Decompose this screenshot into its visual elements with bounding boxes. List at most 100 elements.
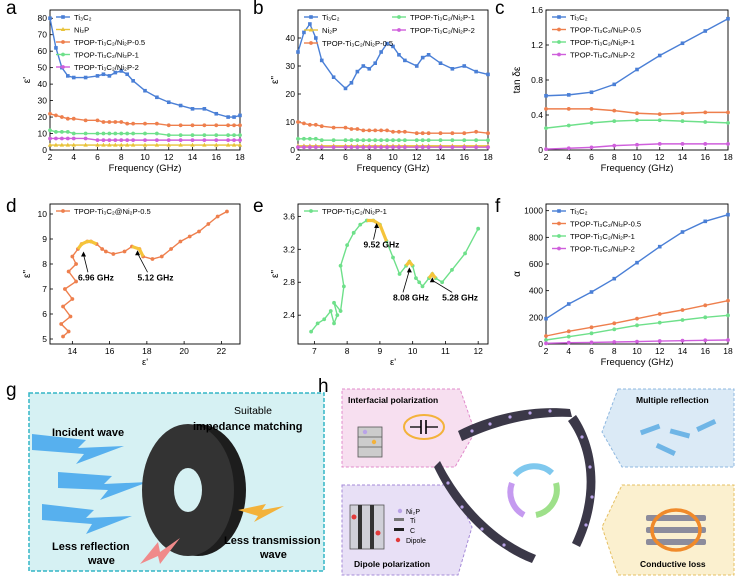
chart-e-series-1-line [366,218,388,242]
chart-a-series-2-point [107,120,112,124]
chart-a-series-0-point [226,115,230,119]
chart-a-xtick-label: 8 [119,152,124,162]
chart-c-legend-label: TPOP-Ti₃C₂/Ni₂P-0.5 [570,26,641,35]
chart-c-series-0-point [612,82,617,87]
absorber-ring-icon [142,424,246,556]
chart-f-series-2-point [703,315,708,320]
chart-a-series-2-point [214,123,219,128]
chart-a-ytick-label: 80 [38,13,48,23]
chart-a-series-0-point [66,74,70,78]
chart-c-legend-marker [557,52,561,57]
schematic-h: Ni₂P Ti C Dipole Interfacial polarizatio… [341,388,735,576]
chart-c-series-2-point [680,119,685,124]
chart-b-series-2-point [343,125,348,130]
chart-f-ytick-label: 0 [538,339,543,349]
panel-letter-b: b [253,0,264,19]
chart-a-series-1-point [237,142,243,147]
chart-b-series-0-point [391,44,395,49]
chart-e-series-0-point [332,300,336,305]
chart-d-series-0-point [178,239,183,244]
legend-c: C [410,528,415,535]
chart-f-series-0-point [612,276,617,281]
chart-c-xtick-label: 8 [612,152,617,162]
chart-a-xtick-label: 2 [48,152,53,162]
chart-b-series-3-point [313,136,318,141]
chart-f-series-2-point [566,334,571,339]
chart-a-series-0-point [178,103,183,108]
chart-b-series-3-point [450,138,455,143]
chart-b-series-3-point [319,138,324,143]
chart-f: 2 4 6 8 10 12 14 16 18 0 200 400 600 800 1000 Frequency… [512,203,733,368]
chart-b-series-3-point [486,138,490,143]
chart-a-series-0-point [202,107,207,111]
chart-e-series-0-point [345,243,350,248]
chart-d-series-0-point [66,329,71,334]
chart-a-series-3-point [131,131,136,136]
chart-d-xtick-label: 22 [217,346,227,356]
chart-c-series-3-point [635,142,639,147]
chart-a-series-0-point [83,75,88,80]
chart-b-series-4-point [367,145,372,150]
chart-b-series-0-point [486,72,490,77]
chart-b-series-2-point [307,122,312,127]
chart-c-series-1-point [566,106,571,111]
chart-a-series-2-point [125,121,130,126]
chart-e-series-3-line [427,271,437,280]
chart-c-xtick-label: 14 [678,152,688,162]
chart-b-xtick-label: 10 [388,152,398,162]
chart-c-series-3-point [612,143,617,148]
chart-c-ytick-label: 1.6 [531,5,543,15]
chart-b-series-0-point [450,67,455,71]
chart-c-legend-label: TPOP-Ti₃C₂/Ni₂P-1 [570,38,635,47]
mxene-flake-icons [434,408,596,563]
chart-a-xtick-label: 16 [212,152,222,162]
chart-b-series-3-point [302,136,306,141]
chart-a-series-3-point [166,133,171,138]
chart-a-series-0-point [54,46,58,50]
chart-a-series-1-point [71,142,76,147]
chart-b-series-2-point [402,129,407,134]
chart-c-xtick-label: 4 [566,152,571,162]
chart-b-series-2-point [361,128,366,133]
chart-e-series-0-point [315,321,320,326]
less-transmission-wave-label: wave [259,549,287,561]
chart-c-series-0-point [703,29,708,33]
chart-c-xtick-label: 16 [701,152,711,162]
chart-f-series-3-point [566,340,571,345]
less-transmission-label: Less transmission [224,535,321,547]
chart-a-series-1-point [124,142,130,147]
panel-letter-f: f [495,196,501,217]
multiple-reflection-box [601,388,735,468]
panel-letter-h: h [318,376,329,397]
chart-d-series-0-point [66,269,71,274]
chart-a-series-0-point [95,74,100,78]
chart-f-legend-label: TPOP-Ti₃C₂/Ni₂P-1 [570,232,635,241]
chart-a-xtick-label: 14 [188,152,198,162]
chart-c-series-2-point [566,123,571,128]
chart-b-series-2-point [391,129,395,134]
chart-e-xtick-label: 11 [441,346,450,356]
chart-a-series-4-point [238,138,242,143]
panel-letter-e: e [253,196,264,217]
chart-a-series-2-point [119,120,124,124]
chart-b-series-2-point [331,125,336,130]
chart-b-xtick-label: 4 [319,152,324,162]
chart-a-series-2-point [59,115,64,119]
chart-d-series-0-point [122,249,127,254]
chart-e-ytick-label: 3.2 [283,244,295,254]
chart-c-xtick-label: 18 [723,152,733,162]
chart-f-series-0-point [566,302,571,306]
chart-f-ytick-label: 200 [529,312,543,322]
chart-d-series-0-point [61,304,65,309]
chart-a-series-4-point [107,138,112,143]
chart-a-series-4-point [95,138,100,143]
chart-b-series-2-point [313,122,318,127]
chart-a-series-2-point [83,118,88,123]
chart-a-series-3-point [119,131,124,136]
chart-b-series-2-point [414,131,419,136]
chart-a-xlabel: Frequency (GHz) [109,163,182,174]
chart-c-legend-marker [557,15,561,19]
chart-a-ytick-label: 10 [38,129,48,139]
chart-a-series-1-point [113,142,118,147]
chart-b-series-2-point [426,131,431,136]
